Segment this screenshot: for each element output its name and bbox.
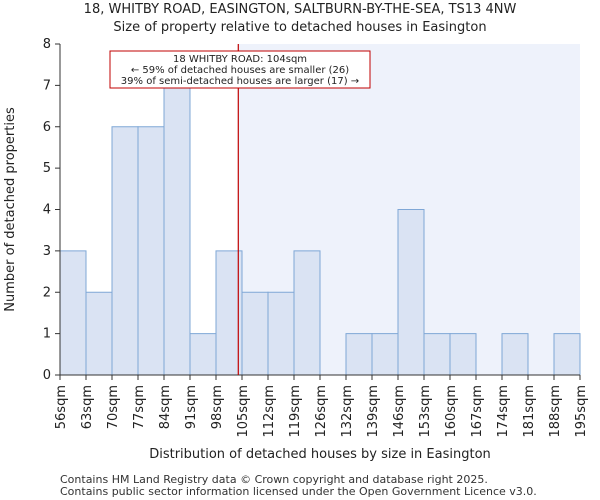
bar-188sqm xyxy=(553,333,581,376)
y-tick-label: 5 xyxy=(43,161,51,176)
bar-174sqm xyxy=(501,333,529,376)
bar-153sqm xyxy=(423,333,451,376)
x-tick-label: 139sqm xyxy=(366,385,381,438)
x-tick-label: 132sqm xyxy=(340,385,355,438)
x-axis-ticks: 56sqm 63sqm 70sqm 77sqm 84sqm 91sqm 98sqm 105sq… xyxy=(54,375,589,438)
bar-70sqm xyxy=(111,126,139,376)
y-tick-label: 8 xyxy=(43,37,51,52)
bar-77sqm xyxy=(137,126,165,376)
x-tick-label: 70sqm xyxy=(106,385,121,429)
bar-160sqm xyxy=(449,333,477,376)
bar-63sqm xyxy=(85,291,113,376)
x-tick-label: 146sqm xyxy=(392,385,407,438)
x-tick-label: 56sqm xyxy=(54,385,69,429)
x-tick-label: 91sqm xyxy=(184,385,199,429)
y-axis-title: Number of detached properties xyxy=(3,107,18,312)
y-tick-label: 2 xyxy=(43,285,51,300)
x-tick-label: 160sqm xyxy=(444,385,459,438)
bar-132sqm xyxy=(345,333,373,376)
bar-84sqm xyxy=(163,84,191,376)
y-tick-label: 7 xyxy=(43,78,51,93)
x-tick-label: 112sqm xyxy=(262,385,277,438)
x-tick-label: 195sqm xyxy=(574,385,589,438)
x-tick-label: 153sqm xyxy=(418,385,433,438)
bar-56sqm xyxy=(59,250,87,376)
bar-146sqm xyxy=(397,209,425,376)
annotation-box xyxy=(109,50,371,89)
x-tick-label: 126sqm xyxy=(314,385,329,438)
chart-title: 18, WHITBY ROAD, EASINGTON, SALTBURN-BY-… xyxy=(83,2,517,17)
bar-112sqm xyxy=(267,291,295,376)
footer-line-2: Contains public sector information licen… xyxy=(60,485,537,498)
bar-119sqm xyxy=(293,250,321,376)
bar-139sqm xyxy=(371,333,399,376)
x-tick-label: 188sqm xyxy=(548,385,563,438)
annotation-line-2: ← 59% of detached houses are smaller (26… xyxy=(131,65,349,76)
x-tick-label: 167sqm xyxy=(470,385,485,438)
y-tick-label: 0 xyxy=(43,368,51,383)
footer-line-1: Contains HM Land Registry data © Crown c… xyxy=(60,473,488,486)
y-tick-label: 1 xyxy=(43,327,51,342)
x-tick-label: 119sqm xyxy=(288,385,303,438)
bar-105sqm xyxy=(241,291,269,376)
chart-subtitle: Size of property relative to detached ho… xyxy=(113,20,487,35)
x-tick-label: 63sqm xyxy=(80,385,95,429)
annotation-line-3: 39% of semi-detached houses are larger (… xyxy=(121,76,359,87)
y-axis-ticks: 0 1 2 3 4 5 6 7 8 xyxy=(43,37,60,383)
x-tick-label: 174sqm xyxy=(496,385,511,438)
y-tick-label: 6 xyxy=(43,120,51,135)
x-tick-label: 105sqm xyxy=(236,385,251,438)
y-tick-label: 3 xyxy=(43,244,51,259)
x-tick-label: 77sqm xyxy=(132,385,147,429)
x-tick-label: 98sqm xyxy=(210,385,225,429)
x-tick-label: 84sqm xyxy=(158,385,173,429)
x-tick-label: 181sqm xyxy=(522,385,537,438)
x-axis-title: Distribution of detached houses by size … xyxy=(149,447,491,462)
bar-91sqm xyxy=(189,333,217,376)
annotation-line-1: 18 WHITBY ROAD: 104sqm xyxy=(173,54,307,65)
y-tick-label: 4 xyxy=(43,203,51,218)
bars-group xyxy=(59,84,581,376)
